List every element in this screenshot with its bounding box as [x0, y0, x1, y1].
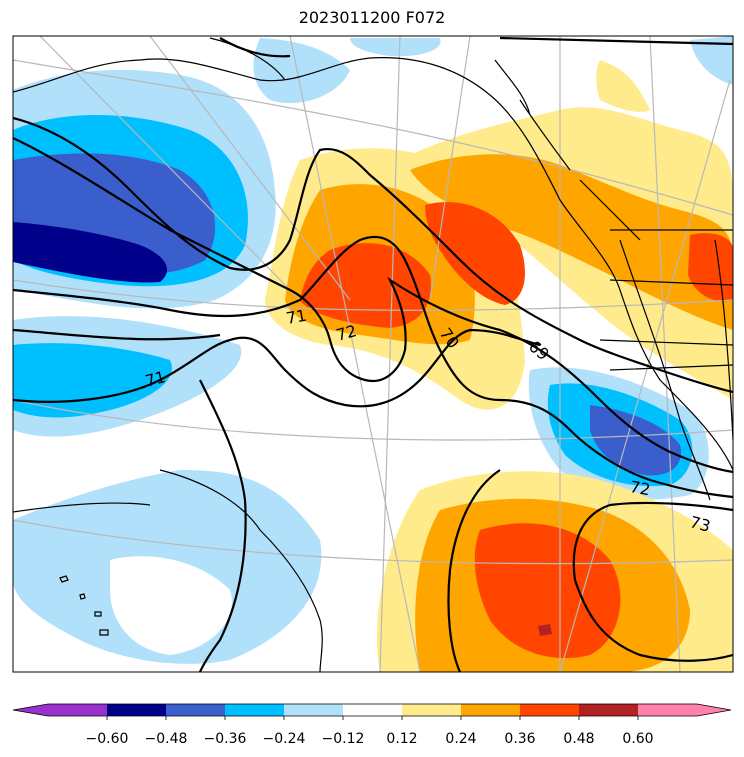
- colorbar-extend-low: [13, 704, 48, 716]
- colorbar-bin: [225, 704, 284, 716]
- colorbar-tick-label: 0.36: [504, 731, 535, 747]
- colorbar-tick-label: −0.48: [145, 731, 188, 747]
- colorbar-bin: [343, 704, 402, 716]
- colorbar-bin: [284, 704, 343, 716]
- colorbar-extend-high: [697, 704, 731, 716]
- colorbar-ticks: [106, 716, 639, 720]
- colorbar-bin: [461, 704, 520, 716]
- colorbar-bin: [520, 704, 579, 716]
- contour-label: 72: [628, 477, 651, 499]
- contour-label: 71: [143, 367, 168, 391]
- colorbar-tick-label: −0.12: [322, 731, 365, 747]
- colorbar-tick-label: 0.24: [445, 731, 476, 747]
- colorbar-tick-label: 0.48: [563, 731, 594, 747]
- contour-label: 72: [334, 321, 359, 345]
- colorbar-bin: [579, 704, 638, 716]
- contour-label: 71: [285, 306, 308, 328]
- colorbar: −0.60 −0.48 −0.36 −0.24 −0.12 0.12 0.24 …: [12, 703, 732, 747]
- colorbar-tick-label: 0.12: [386, 731, 417, 747]
- colorbar-tick-label: −0.60: [86, 731, 129, 747]
- contour-label: 73: [688, 512, 713, 536]
- colorbar-tick-label: 0.60: [622, 731, 653, 747]
- colorbar-tick-labels: −0.60 −0.48 −0.36 −0.24 −0.12 0.12 0.24 …: [86, 731, 654, 747]
- colorbar-outline: [12, 703, 732, 717]
- map-frame: [12, 35, 734, 673]
- colorbar-tick-label: −0.24: [263, 731, 306, 747]
- map-panel: 71 72 70 69 71 72 73: [13, 36, 733, 672]
- colorbar-bin: [638, 704, 697, 716]
- map-title: 2023011200 F072: [298, 8, 446, 27]
- colorbar-bin: [107, 704, 166, 716]
- coastlines: [13, 37, 733, 672]
- colorbar-tick-label: −0.36: [204, 731, 247, 747]
- colorbar-bin: [402, 704, 461, 716]
- colorbar-bin: [166, 704, 225, 716]
- height-contours: [13, 36, 733, 672]
- colorbar-bin: [48, 704, 107, 716]
- graticule: [13, 36, 733, 672]
- negative-anomaly-field: [13, 36, 733, 664]
